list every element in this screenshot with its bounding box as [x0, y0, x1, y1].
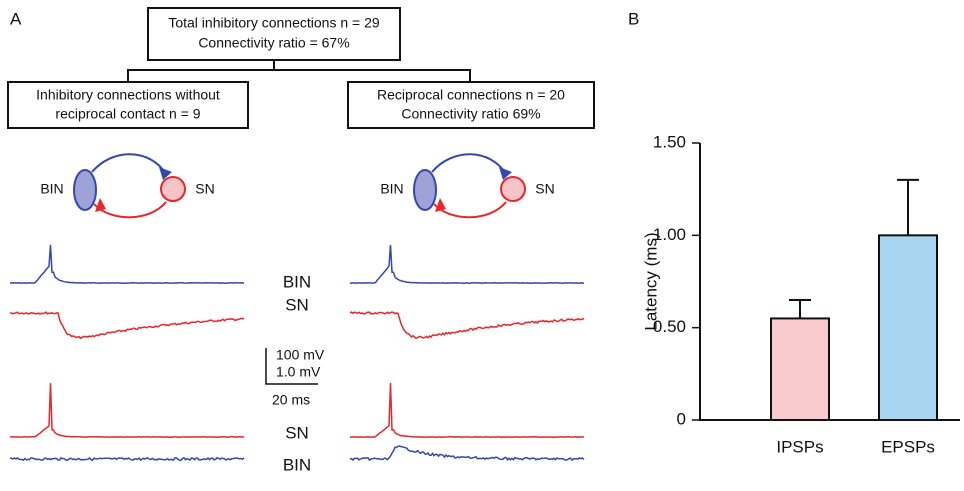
- cell-label: BIN: [40, 181, 63, 197]
- connector: [127, 60, 471, 82]
- voltage-trace: [10, 244, 244, 284]
- box-text: Connectivity ratio 69%: [401, 106, 540, 122]
- box-text: Inhibitory connections without: [36, 87, 220, 103]
- panel-label: B: [628, 9, 639, 28]
- summary-box: [7, 81, 249, 129]
- axes: [699, 143, 960, 421]
- scale-label: 1.0 mV: [276, 364, 321, 380]
- y-tick-label: 0: [677, 409, 686, 428]
- voltage-trace: [9, 383, 244, 438]
- traces: [9, 244, 585, 462]
- bar-chart: Latency (ms) 0 0.50 1.00 1.50 IPSPs EPSPs: [641, 132, 960, 456]
- cell-label: BIN: [380, 181, 403, 197]
- circuit-diagram: BIN SN: [40, 153, 215, 219]
- y-tick-label: 0.50: [653, 317, 686, 336]
- trace-label: BIN: [283, 455, 311, 474]
- y-axis-title: Latency (ms): [641, 232, 660, 330]
- voltage-trace: [9, 456, 245, 462]
- box-text: Total inhibitory connections n = 29: [168, 15, 380, 31]
- scale-label: 100 mV: [276, 347, 325, 363]
- scale-label: 20 ms: [272, 392, 310, 408]
- voltage-trace: [349, 245, 584, 284]
- summary-box: [347, 81, 595, 129]
- voltage-trace: [9, 311, 245, 340]
- bar: [770, 317, 830, 421]
- y-tick-label: 1.00: [653, 225, 686, 244]
- panel-label: A: [10, 9, 22, 28]
- summary-box: [147, 7, 401, 61]
- trace-label: SN: [285, 295, 309, 314]
- cell-label: SN: [195, 181, 214, 197]
- scale-bar: [265, 348, 318, 385]
- trace-label: SN: [285, 423, 309, 442]
- circuit-diagram: BIN SN: [380, 153, 555, 219]
- voltage-trace: [349, 445, 585, 462]
- box-text: Reciprocal connections n = 20: [377, 87, 565, 103]
- voltage-trace: [350, 382, 584, 438]
- bar: [878, 234, 938, 421]
- trace-label: BIN: [283, 272, 311, 291]
- y-tick-label: 1.50: [653, 132, 686, 151]
- x-tick-label: EPSPs: [881, 437, 935, 456]
- box-text: reciprocal contact n = 9: [55, 106, 200, 122]
- box-text: Connectivity ratio = 67%: [198, 35, 349, 51]
- x-tick-label: IPSPs: [776, 437, 823, 456]
- voltage-trace: [349, 311, 585, 340]
- cell-label: SN: [535, 181, 554, 197]
